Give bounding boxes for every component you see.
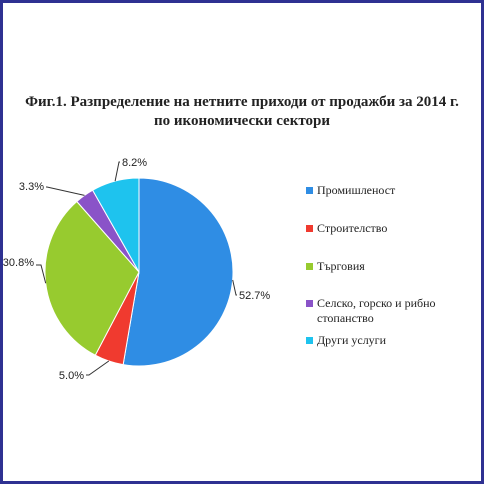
- legend-swatch-agriculture: [306, 300, 313, 307]
- legend-swatch-other-services: [306, 337, 313, 344]
- legend-swatch-trade: [306, 263, 313, 270]
- data-label-agriculture: 3.3%: [19, 181, 44, 193]
- legend-label-agriculture: Селско, горско и рибно стопанство: [317, 296, 436, 325]
- leader-line-construction: [86, 360, 110, 376]
- data-label-other-services: 8.2%: [122, 157, 147, 169]
- legend-item-construction: Строителство: [306, 221, 467, 236]
- legend-swatch-industry: [306, 187, 313, 194]
- legend-label-other-services: Други услуги: [317, 333, 387, 347]
- legend-item-agriculture: Селско, горско и рибно стопанство: [306, 296, 467, 326]
- data-label-construction: 5.0%: [59, 370, 84, 382]
- data-label-trade: 30.8%: [3, 257, 34, 269]
- chart-title: Фиг.1. Разпределение на нетните приходи …: [0, 93, 484, 131]
- legend-label-trade: Търговия: [317, 259, 365, 273]
- legend-item-industry: Промишленост: [306, 183, 467, 198]
- legend-item-trade: Търговия: [306, 259, 467, 274]
- leader-line-other-services: [114, 161, 120, 182]
- leader-line-industry: [232, 279, 237, 296]
- legend-label-industry: Промишленост: [317, 183, 396, 197]
- pie-slice-other-services: [91, 177, 140, 274]
- legend-item-other-services: Други услуги: [306, 333, 467, 348]
- leader-line-trade: [36, 264, 47, 284]
- chart-title-line-1: Фиг.1. Разпределение на нетните приходи …: [25, 94, 459, 110]
- data-label-industry: 52.7%: [239, 290, 270, 302]
- chart-title-line-2: по икономически сектори: [154, 113, 330, 129]
- pie-slice-industry: [122, 177, 234, 367]
- leader-line-agriculture: [46, 186, 85, 196]
- legend-swatch-construction: [306, 225, 313, 232]
- legend-label-construction: Строителство: [317, 221, 388, 235]
